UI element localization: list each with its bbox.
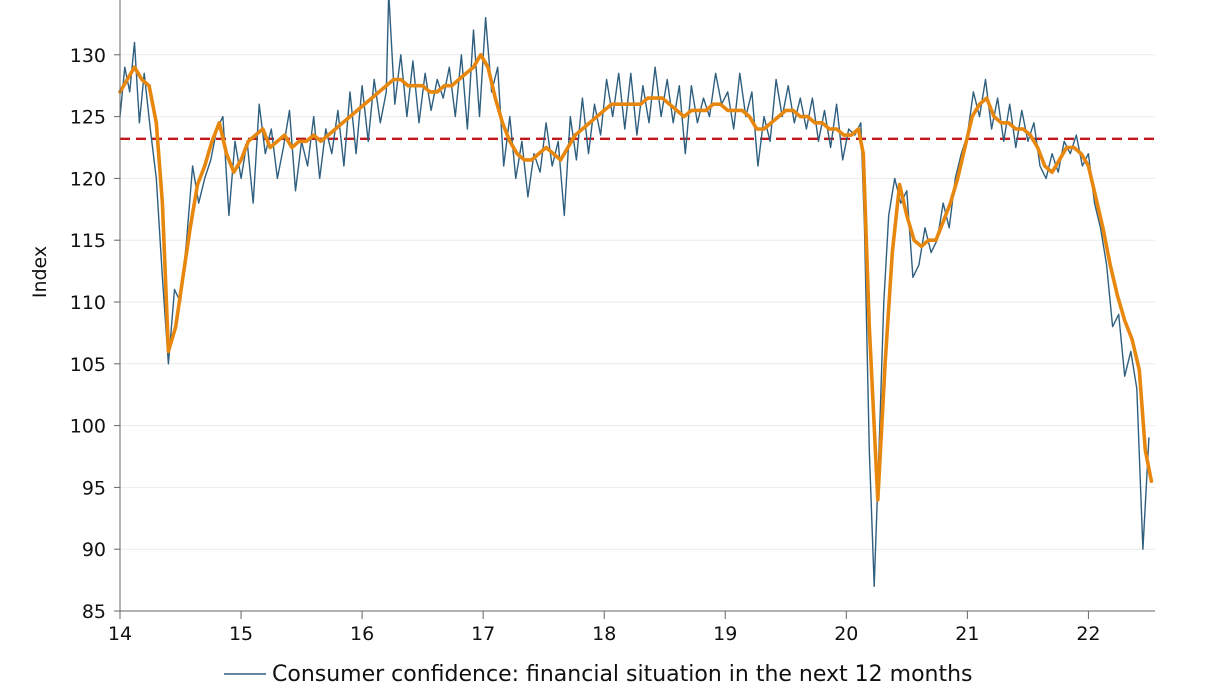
y-tick-label-125: 125: [70, 107, 106, 129]
y-tick-label-130: 130: [70, 45, 106, 67]
series-line-0: [119, 0, 1150, 587]
series-group: [118, 0, 1154, 587]
axes: [114, 0, 1155, 619]
y-tick-label-115: 115: [70, 230, 106, 252]
x-tick-label-18: 18: [592, 623, 616, 645]
y-tick-label-120: 120: [70, 168, 106, 190]
y-axis-label: Index: [29, 246, 51, 298]
x-tick-label-17: 17: [471, 623, 495, 645]
x-tick-label-21: 21: [955, 623, 979, 645]
x-tick-label-16: 16: [350, 623, 374, 645]
x-tick-label-19: 19: [713, 623, 737, 645]
legend-label: Consumer confidence: financial situation…: [272, 662, 973, 687]
x-tick-labels: 14 15 16 17 18 19 20 21 22: [108, 623, 1101, 645]
y-tick-label-90: 90: [82, 539, 106, 561]
x-tick-label-20: 20: [834, 623, 858, 645]
x-tick-label-15: 15: [229, 623, 253, 645]
x-tick-label-22: 22: [1076, 623, 1100, 645]
x-tick-label-14: 14: [108, 623, 132, 645]
y-tick-label-85: 85: [82, 601, 106, 623]
y-tick-label-95: 95: [82, 477, 106, 499]
grid: [120, 54, 1155, 612]
series-line-1: [118, 53, 1154, 502]
y-tick-label-110: 110: [70, 292, 106, 314]
legend: Consumer confidence: financial situation…: [224, 662, 973, 687]
y-tick-label-105: 105: [70, 354, 106, 376]
y-tick-labels: 85 90 95 100 105 110 115 120 125 130: [70, 45, 106, 623]
y-tick-label-100: 100: [70, 416, 106, 438]
